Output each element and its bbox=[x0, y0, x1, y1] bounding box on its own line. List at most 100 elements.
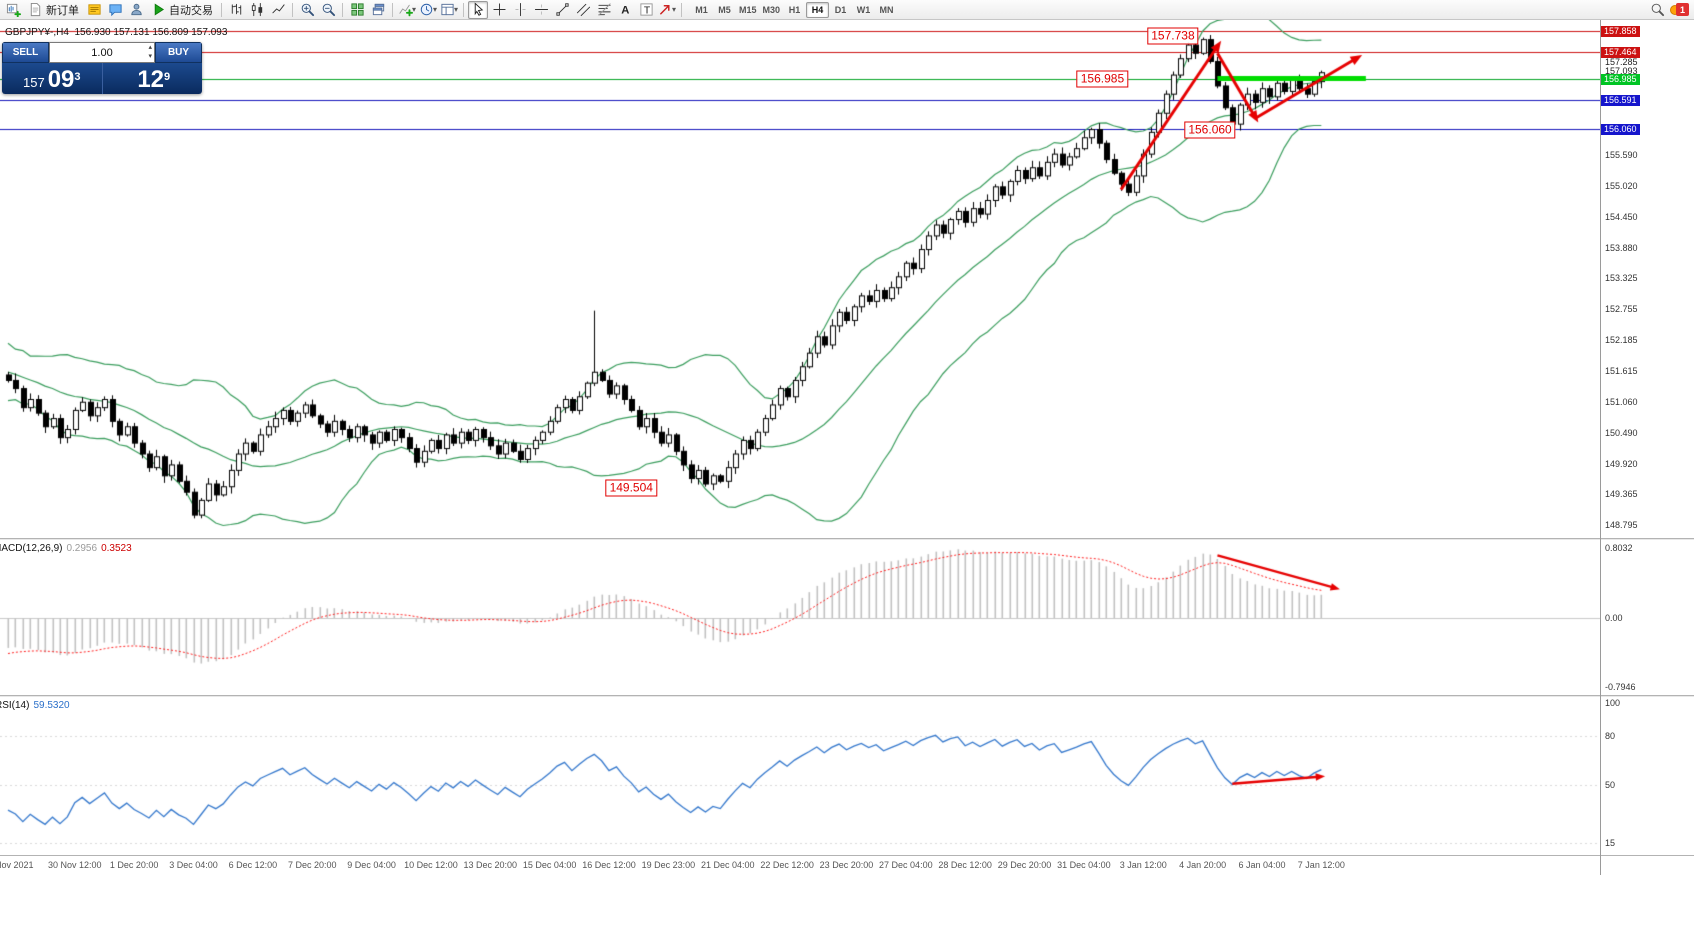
dropdown-caret-icon[interactable]: ▾ bbox=[671, 5, 676, 14]
volume-value[interactable]: 1.00 bbox=[91, 46, 113, 59]
time-axis-label: 9 Dec 04:00 bbox=[347, 860, 396, 870]
macd-canvas[interactable] bbox=[0, 540, 1600, 695]
timeframe-group: M1 M5 M15 M30 H1 H4 D1 W1 MN bbox=[690, 1, 898, 18]
time-axis-label: 29 Dec 20:00 bbox=[997, 860, 1052, 870]
panel-separator[interactable] bbox=[0, 695, 1694, 697]
toolbar-separator bbox=[463, 2, 464, 17]
main-chart-canvas[interactable] bbox=[0, 20, 1600, 538]
trendline-tool-button[interactable] bbox=[552, 1, 572, 19]
price-axis-label: 153.880 bbox=[1605, 242, 1638, 253]
text-t-icon: T bbox=[639, 2, 654, 17]
time-axis[interactable]: 29 Nov 2021 30 Nov 12:00 1 Dec 20:00 3 Dec … bbox=[0, 855, 1694, 875]
buy-button[interactable]: BUY bbox=[155, 42, 202, 63]
price-tag: 156.591 bbox=[1601, 95, 1640, 107]
chat-button[interactable] bbox=[105, 1, 125, 19]
cascade-icon bbox=[371, 2, 386, 17]
timeframe-h1-button[interactable]: H1 bbox=[788, 4, 801, 15]
dropdown-caret-icon[interactable]: ▾ bbox=[411, 5, 416, 14]
cascade-windows-button[interactable] bbox=[368, 1, 388, 19]
volume-decrease-button[interactable]: ▾ bbox=[148, 53, 152, 60]
new-order-button[interactable]: 新订单 bbox=[24, 1, 83, 19]
timeframe-m15-button[interactable]: M15 bbox=[739, 4, 757, 15]
price-tag: 156.060 bbox=[1601, 124, 1640, 136]
zoom-out-button[interactable] bbox=[318, 1, 338, 19]
price-axis-label: 151.060 bbox=[1605, 396, 1638, 407]
text-tool-button[interactable]: A bbox=[615, 1, 635, 19]
auto-trading-button[interactable]: 自动交易 bbox=[147, 1, 217, 19]
zoom-in-button[interactable] bbox=[297, 1, 317, 19]
timeframe-m30-button[interactable]: M30 bbox=[762, 4, 781, 15]
notification-badge[interactable]: 1 bbox=[1676, 3, 1689, 16]
chart-periods-button[interactable]: ▾ bbox=[418, 1, 438, 19]
add-indicator-button[interactable]: ▾ bbox=[397, 1, 417, 19]
toolbar-separator bbox=[392, 2, 393, 17]
price-tag: 157.093 bbox=[1605, 65, 1638, 76]
sell-button[interactable]: SELL bbox=[2, 42, 49, 63]
horizontal-line-tool-button[interactable] bbox=[531, 1, 551, 19]
new-chart-button[interactable] bbox=[3, 1, 23, 19]
price-axis-label: 150.490 bbox=[1605, 427, 1638, 438]
auto-trading-label: 自动交易 bbox=[169, 4, 213, 17]
timeframe-m1-button[interactable]: M1 bbox=[695, 4, 708, 15]
crosshair-tool-button[interactable] bbox=[489, 1, 509, 19]
community-button[interactable] bbox=[126, 1, 146, 19]
time-axis-label: 27 Dec 04:00 bbox=[879, 860, 933, 870]
price-annotation[interactable]: 156.985 bbox=[1076, 70, 1129, 88]
price-axis-label: 155.020 bbox=[1605, 180, 1638, 191]
rsi-canvas[interactable] bbox=[0, 697, 1600, 855]
svg-text:T: T bbox=[643, 5, 650, 16]
bid-sup: 3 bbox=[74, 71, 81, 83]
channel-tool-button[interactable] bbox=[573, 1, 593, 19]
arrows-tool-button[interactable]: ▾ bbox=[657, 1, 677, 19]
main-chart-panel: GBPJPY¥-,H4 156.930 157.131 156.809 157.… bbox=[0, 20, 1694, 538]
vertical-line-tool-button[interactable] bbox=[510, 1, 530, 19]
dropdown-caret-icon[interactable]: ▾ bbox=[453, 5, 458, 14]
candlestick-mode-button[interactable] bbox=[247, 1, 267, 19]
symbol-ohlc-header: GBPJPY¥-,H4 156.930 157.131 156.809 157.… bbox=[5, 27, 228, 38]
timeframe-m5-button[interactable]: M5 bbox=[718, 4, 731, 15]
volume-control[interactable]: 1.00 ▴ ▾ bbox=[49, 42, 155, 63]
clock-icon bbox=[419, 2, 434, 17]
toolbar-separator bbox=[342, 2, 343, 17]
timeframe-h4-button[interactable]: H4 bbox=[806, 1, 830, 18]
chart-templates-button[interactable]: ▾ bbox=[439, 1, 459, 19]
volume-spinner: ▴ ▾ bbox=[148, 43, 152, 61]
price-axis-label: 152.755 bbox=[1605, 304, 1638, 315]
trade-panel-top: SELL 1.00 ▴ ▾ BUY bbox=[2, 42, 202, 63]
bar-chart-mode-button[interactable] bbox=[226, 1, 246, 19]
time-axis-label: 31 Dec 04:00 bbox=[1057, 860, 1111, 870]
panel-separator[interactable] bbox=[0, 538, 1694, 540]
rsi-panel: RSI(14)59.5320 100 80 50 15 bbox=[0, 697, 1694, 855]
dropdown-caret-icon[interactable]: ▾ bbox=[432, 5, 437, 14]
one-click-trading-panel: SELL 1.00 ▴ ▾ BUY 157 09 3 bbox=[2, 42, 202, 94]
search-button[interactable] bbox=[1647, 1, 1667, 19]
ask-price[interactable]: 12 9 bbox=[101, 63, 203, 94]
zoom-out-icon bbox=[321, 2, 336, 17]
price-annotation[interactable]: 157.738 bbox=[1147, 27, 1199, 45]
timeframe-d1-button[interactable]: D1 bbox=[834, 4, 847, 15]
timeframe-mn-button[interactable]: MN bbox=[879, 4, 894, 15]
bid-big: 09 bbox=[47, 66, 75, 93]
new-chart-icon bbox=[6, 2, 21, 17]
cursor-tool-button[interactable] bbox=[468, 0, 488, 19]
volume-increase-button[interactable]: ▴ bbox=[148, 44, 152, 51]
time-axis-label: 6 Jan 04:00 bbox=[1238, 860, 1286, 870]
price-annotation[interactable]: 149.504 bbox=[605, 479, 657, 497]
time-axis-label: 19 Dec 23:00 bbox=[641, 860, 696, 870]
notifications-button[interactable]: 1 bbox=[1670, 3, 1689, 16]
timeframe-w1-button[interactable]: W1 bbox=[856, 4, 871, 15]
tile-windows-button[interactable] bbox=[347, 1, 367, 19]
label-tool-button[interactable]: T bbox=[636, 1, 656, 19]
hline-icon bbox=[534, 2, 549, 17]
macd-main-value: 0.2956 bbox=[66, 543, 98, 554]
market-watch-button[interactable] bbox=[84, 1, 104, 19]
price-axis-divider[interactable] bbox=[1600, 20, 1601, 875]
bid-price[interactable]: 157 09 3 bbox=[2, 63, 102, 94]
ask-big: 12 bbox=[137, 66, 165, 93]
price-annotation[interactable]: 156.060 bbox=[1184, 121, 1236, 139]
line-chart-mode-button[interactable] bbox=[268, 1, 288, 19]
bid-prefix: 157 bbox=[22, 75, 45, 90]
time-axis-label: 4 Jan 20:00 bbox=[1179, 860, 1227, 870]
fibonacci-tool-button[interactable] bbox=[594, 1, 614, 19]
